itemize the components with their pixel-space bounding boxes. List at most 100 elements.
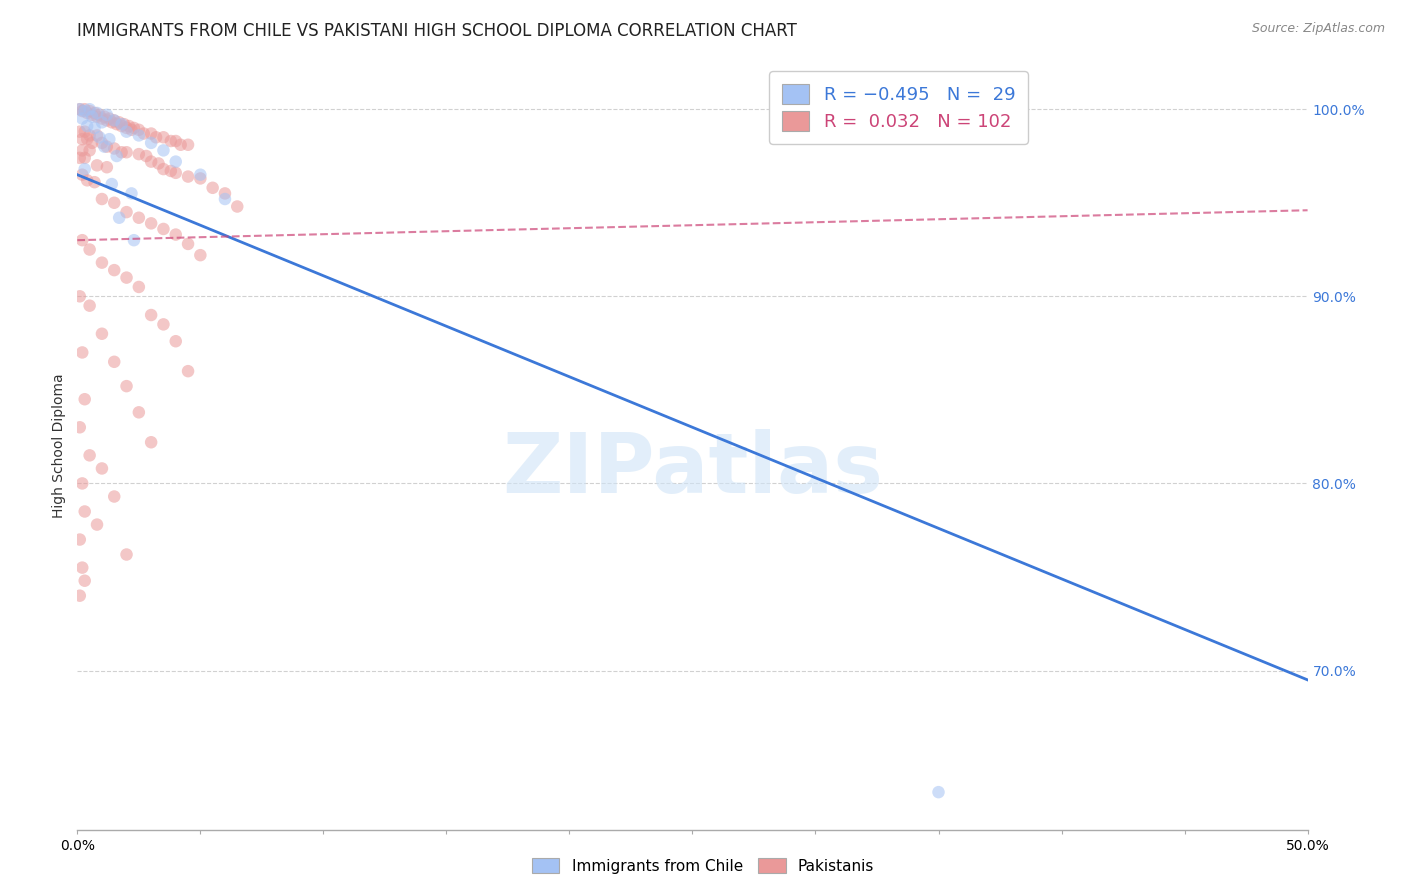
Point [76,119,98,133]
Point [69,289,91,303]
Point [93,139,115,153]
Point [214,186,236,201]
Point [70,233,93,247]
Point [73,574,96,588]
Point [105,117,128,131]
Point [111,145,132,160]
Point [111,119,132,133]
Point [141,435,163,450]
Point [115,145,138,160]
Point [79,243,101,257]
Point [86,106,108,120]
Point [70,476,93,491]
Point [121,186,143,201]
Point [160,164,183,178]
Point [96,108,118,122]
Point [115,125,138,139]
Point [128,211,150,225]
Point [73,125,96,139]
Point [177,236,200,251]
Point [69,589,91,603]
Point [70,345,93,359]
Point [121,123,143,137]
Point [145,130,167,145]
Point [152,162,174,177]
Point [70,560,93,574]
Text: IMMIGRANTS FROM CHILE VS PAKISTANI HIGH SCHOOL DIPLOMA CORRELATION CHART: IMMIGRANTS FROM CHILE VS PAKISTANI HIGH … [77,22,797,40]
Point [79,448,101,462]
Point [82,110,104,124]
Point [152,222,174,236]
Point [103,263,125,277]
Point [160,134,183,148]
Point [79,299,101,313]
Point [90,112,114,126]
Point [170,137,193,152]
Point [152,318,174,332]
Point [128,405,150,419]
Point [79,102,101,116]
Legend: R = −0.495   N =  29, R =  0.032   N = 102: R = −0.495 N = 29, R = 0.032 N = 102 [769,71,1028,144]
Point [69,533,91,547]
Point [201,181,224,195]
Point [86,128,108,143]
Point [165,334,187,349]
Point [70,104,93,119]
Point [89,108,111,122]
Point [103,490,125,504]
Point [98,132,121,146]
Point [103,113,125,128]
Point [73,151,96,165]
Point [115,379,138,393]
Point [141,127,163,141]
Point [69,102,91,116]
Point [103,141,125,155]
Point [82,108,104,122]
Point [70,112,93,126]
Point [79,104,101,119]
Point [83,106,105,120]
Point [165,134,187,148]
Point [90,192,114,206]
Point [122,233,145,247]
Point [90,326,114,341]
Point [115,120,138,135]
Point [214,192,236,206]
Point [108,211,131,225]
Point [128,128,150,143]
Point [148,156,170,170]
Point [152,130,174,145]
Point [122,120,145,135]
Point [76,132,98,146]
Point [86,158,108,172]
Point [69,125,91,139]
Point [928,785,950,799]
Point [177,137,200,152]
Point [141,216,163,230]
Point [115,205,138,219]
Point [188,171,212,186]
Point [86,110,108,124]
Point [112,117,135,131]
Point [177,169,200,184]
Point [111,117,132,131]
Text: ZIPatlas: ZIPatlas [502,428,883,509]
Point [90,255,114,269]
Point [73,104,96,119]
Point [83,120,105,135]
Point [101,115,124,129]
Point [96,139,118,153]
Point [73,392,96,407]
Point [105,149,128,163]
Point [70,144,93,158]
Y-axis label: High School Diploma: High School Diploma [52,374,66,518]
Point [128,147,150,161]
Point [141,308,163,322]
Point [90,115,114,129]
Point [165,154,187,169]
Point [79,128,101,143]
Point [76,173,98,187]
Point [128,280,150,294]
Point [188,248,212,262]
Point [165,166,187,180]
